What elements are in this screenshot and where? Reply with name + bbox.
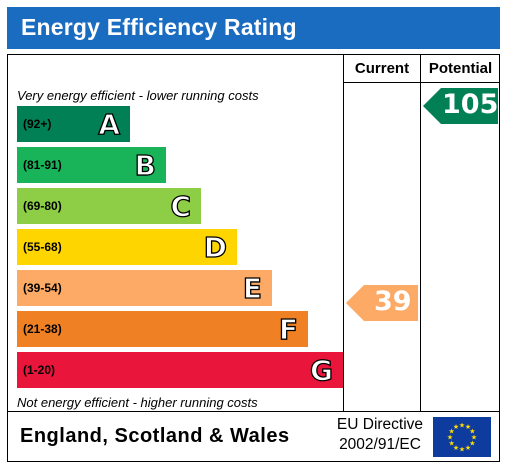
band-g: (1-20) G	[17, 352, 343, 388]
star-icon: ★	[471, 434, 477, 442]
rating-chart-frame: Current Potential Very energy efficient …	[7, 54, 500, 412]
band-letter: G	[309, 353, 333, 387]
band-a: (92+) A	[17, 106, 130, 142]
band-range: (81-91)	[23, 158, 62, 172]
band-range: (92+)	[23, 117, 52, 131]
star-icon: ★	[447, 434, 453, 442]
band-range: (1-20)	[23, 363, 56, 377]
header-bar: Energy Efficiency Rating	[7, 7, 500, 49]
eu-directive: EU Directive 2002/91/EC	[326, 415, 434, 455]
eu-flag-icon: ★ ★ ★ ★ ★ ★ ★ ★ ★ ★ ★ ★	[433, 417, 491, 457]
star-icon: ★	[459, 422, 465, 430]
star-icon: ★	[453, 444, 459, 452]
band-range: (55-68)	[23, 240, 62, 254]
page-title: Energy Efficiency Rating	[21, 14, 297, 40]
current-rating-arrow: 39	[344, 285, 420, 321]
band-range: (69-80)	[23, 199, 62, 213]
potential-arrow-shape	[423, 88, 498, 124]
band-letter: C	[170, 189, 192, 223]
divider-current	[343, 55, 344, 411]
band-d: (55-68) D	[17, 229, 237, 265]
band-e: (39-54) E	[17, 270, 272, 306]
star-icon: ★	[469, 428, 475, 436]
band-b: (81-91) B	[17, 147, 166, 183]
eu-stars: ★★★★★★★★★ ★ ★★	[447, 422, 477, 454]
footer-bar: England, Scotland & Wales EU Directive 2…	[7, 412, 500, 462]
band-range: (21-38)	[23, 322, 62, 336]
star-icon: ★	[459, 446, 465, 454]
band-range: (39-54)	[23, 281, 62, 295]
star-icon: ★	[469, 440, 475, 448]
column-header-potential: Potential	[428, 60, 493, 77]
band-letter: A	[98, 107, 121, 141]
band-f: (21-38) F	[17, 311, 308, 347]
divider-potential	[420, 55, 421, 411]
directive-line-1: EU Directive	[336, 416, 424, 433]
star-icon: ★	[448, 428, 454, 436]
column-header-current: Current	[354, 60, 410, 77]
band-letter: F	[278, 312, 298, 346]
star-icon: ★	[465, 444, 471, 452]
star-icon: ★	[465, 423, 471, 431]
note-bottom: Not energy efficient - higher running co…	[17, 395, 258, 410]
directive-line-2: 2002/91/EC	[339, 436, 421, 453]
header-divider	[343, 82, 499, 83]
note-top: Very energy efficient - lower running co…	[17, 88, 259, 103]
country-label: England, Scotland & Wales	[20, 425, 290, 447]
band-letter: D	[203, 230, 228, 264]
potential-rating-value: 105	[442, 89, 499, 120]
star-icon: ★	[453, 423, 459, 431]
star-icon: ★	[448, 440, 454, 448]
band-letter: B	[134, 148, 157, 182]
current-arrow-shape	[346, 285, 418, 321]
current-rating-value: 39	[374, 286, 412, 317]
band-c: (69-80) C	[17, 188, 201, 224]
band-letter: E	[242, 271, 262, 305]
potential-rating-arrow: 105	[421, 88, 500, 124]
